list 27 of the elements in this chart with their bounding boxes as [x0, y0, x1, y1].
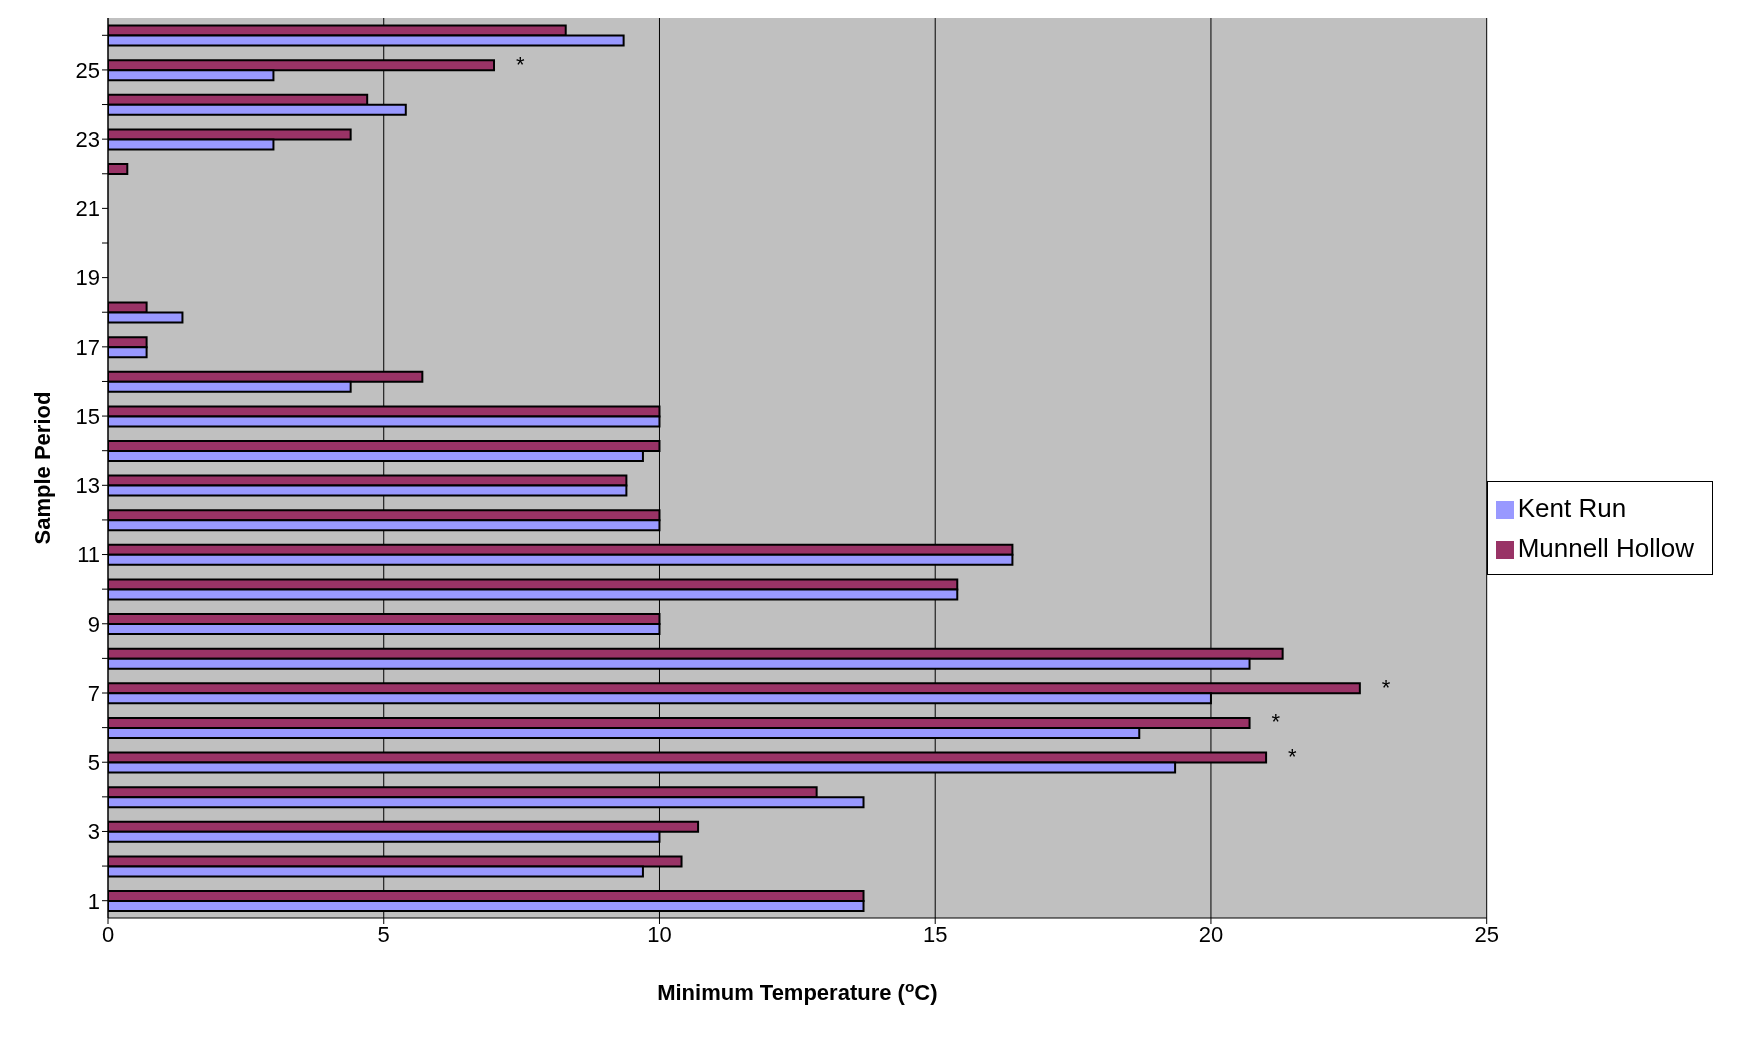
annotation: *	[516, 51, 526, 77]
y-tick-label: 15	[75, 403, 100, 429]
x-tick-label: 25	[1474, 921, 1499, 947]
y-tick-label: 7	[87, 680, 100, 706]
x-axis-title: Minimum Temperature ($^{o}$C)	[657, 977, 938, 1005]
y-tick-label: 17	[75, 334, 100, 360]
y-tick-label: 13	[75, 473, 100, 499]
y-axis-title: Sample Period	[30, 391, 55, 545]
legend-label: Kent Run	[1517, 493, 1627, 523]
x-tick-label: 10	[647, 921, 672, 947]
x-tick-label: 0	[101, 921, 115, 947]
y-tick-label: 5	[87, 750, 100, 776]
y-tick-label: 19	[75, 265, 100, 291]
annotation: *	[1271, 709, 1281, 735]
y-tick-label: 3	[87, 819, 100, 845]
y-tick-label: 25	[75, 57, 100, 83]
legend-label: Munnell Hollow	[1517, 533, 1694, 563]
x-tick-label: 5	[377, 921, 390, 947]
x-tick-label: 20	[1198, 921, 1224, 947]
y-tick-label: 11	[77, 542, 100, 568]
y-tick-label: 23	[75, 126, 100, 152]
y-tick-label: 21	[75, 196, 100, 222]
y-tick-label: 9	[87, 611, 100, 637]
y-tick-label: 1	[87, 888, 100, 914]
annotation: *	[1381, 674, 1391, 700]
annotation: *	[1288, 744, 1298, 770]
x-tick-label: 15	[922, 921, 948, 947]
